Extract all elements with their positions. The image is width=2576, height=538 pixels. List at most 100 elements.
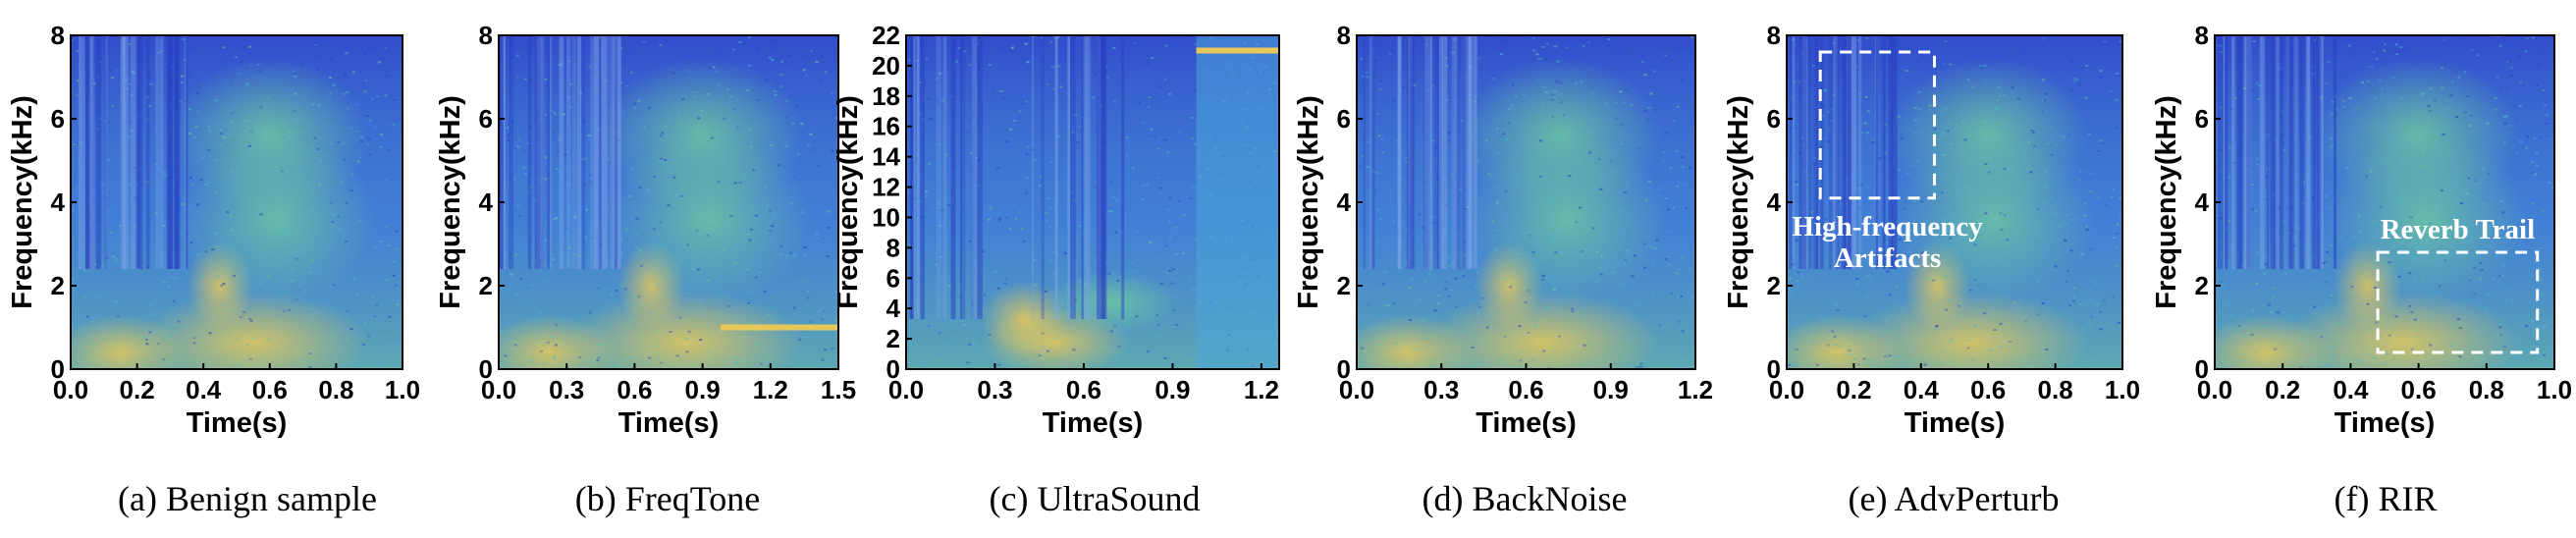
plot-frame <box>905 34 1280 370</box>
y-tick-label: 6 <box>479 104 493 134</box>
y-tick-label: 6 <box>51 104 65 134</box>
x-tick-label: 0.0 <box>2197 375 2232 404</box>
x-tick-label: 0.6 <box>2401 375 2437 404</box>
x-tick-label: 0.2 <box>2265 375 2300 404</box>
x-tick-label: 0.9 <box>1593 375 1629 404</box>
y-tick-label: 8 <box>1767 21 1781 50</box>
y-tick-label: 8 <box>479 21 493 50</box>
spectrogram-image <box>71 35 402 369</box>
x-tick-label: 1.5 <box>821 375 856 404</box>
x-tick-label: 1.0 <box>2537 375 2572 404</box>
x-tick-label: 0.0 <box>1769 375 1804 404</box>
subfigure-caption: (e) AdvPerturb <box>1849 479 2060 518</box>
x-axis-title: Time(s) <box>187 407 288 439</box>
panel-6: 0.0 0.2 0.4 0.6 0.8 1.0 0 2 4 6 8 Time(s) Frequency(… <box>2151 21 2572 518</box>
spectrogram-image <box>1787 35 2122 369</box>
x-tick-label: 0.9 <box>1154 375 1190 404</box>
spectrogram-image <box>499 35 838 369</box>
y-tick-label: 2 <box>2195 271 2209 300</box>
y-tick-label: 8 <box>51 21 65 50</box>
x-tick-label: 0.6 <box>252 375 288 404</box>
subfigure-caption: (d) BackNoise <box>1422 479 1628 518</box>
panel-4: 0.0 0.3 0.6 0.9 1.2 0 2 4 6 8 Time(s) Frequency(kHz… <box>1293 21 1713 518</box>
x-axis-title: Time(s) <box>2334 407 2436 439</box>
tone-line <box>721 324 838 331</box>
x-tick-label: 1.0 <box>385 375 420 404</box>
y-tick-label: 4 <box>2195 188 2210 217</box>
y-tick-label: 0 <box>1337 354 1351 384</box>
y-axis-title: Frequency(kHz) <box>435 95 466 309</box>
spectrogram-image <box>1357 35 1695 369</box>
x-tick-label: 0.8 <box>318 375 353 404</box>
spectrogram-image <box>906 35 1279 369</box>
x-axis-title: Time(s) <box>618 407 720 439</box>
x-tick-label: 0.3 <box>977 375 1012 404</box>
x-tick-label: 0.6 <box>1970 375 2006 404</box>
y-tick-label: 12 <box>872 173 900 202</box>
y-tick-label: 6 <box>1767 104 1781 134</box>
y-tick-label: 8 <box>1337 21 1351 50</box>
x-axis-title: Time(s) <box>1905 407 2006 439</box>
y-tick-label: 4 <box>886 294 901 323</box>
y-tick-label: 22 <box>872 21 900 50</box>
x-tick-label: 1.0 <box>2105 375 2140 404</box>
y-tick-label: 6 <box>886 263 900 293</box>
x-tick-label: 0.0 <box>1339 375 1374 404</box>
x-axis-title: Time(s) <box>1043 407 1144 439</box>
y-tick-label: 2 <box>479 271 493 300</box>
x-axis-title: Time(s) <box>1476 407 1577 439</box>
subfigure-caption: (f) RIR <box>2334 479 2438 518</box>
panel-1: 0.0 0.2 0.4 0.6 0.8 1.0 0 2 4 6 8 Time(s) Frequency(… <box>7 21 420 518</box>
x-tick-label: 1.2 <box>753 375 788 404</box>
ultrasound-line <box>1196 47 1279 54</box>
y-tick-label: 2 <box>1337 271 1351 300</box>
y-tick-label: 8 <box>886 233 900 262</box>
y-axis-title: Frequency(kHz) <box>7 95 38 309</box>
x-tick-label: 0.6 <box>1508 375 1543 404</box>
y-tick-label: 18 <box>872 81 900 111</box>
x-tick-label: 0.9 <box>685 375 721 404</box>
x-tick-label: 1.2 <box>1678 375 1713 404</box>
y-tick-label: 0 <box>2195 354 2209 384</box>
x-tick-label: 0.8 <box>2469 375 2504 404</box>
y-tick-label: 0 <box>1767 354 1781 384</box>
y-tick-label: 0 <box>886 354 900 384</box>
spectrogram-image <box>2215 35 2554 369</box>
y-tick-label: 6 <box>2195 104 2209 134</box>
y-tick-label: 10 <box>872 202 900 232</box>
x-tick-label: 0.2 <box>120 375 155 404</box>
x-tick-label: 0.8 <box>2038 375 2073 404</box>
y-axis-title: Frequency(kHz) <box>832 95 864 309</box>
y-axis-title: Frequency(kHz) <box>1293 95 1324 309</box>
subfigure-caption: (b) FreqTone <box>575 479 760 518</box>
y-tick-label: 8 <box>2195 21 2209 50</box>
y-tick-label: 6 <box>1337 104 1351 134</box>
subfigure-caption: (a) Benign sample <box>118 479 377 518</box>
y-tick-label: 2 <box>886 324 900 353</box>
y-tick-label: 20 <box>872 51 900 81</box>
x-tick-label: 0.0 <box>888 375 924 404</box>
x-tick-label: 1.2 <box>1244 375 1279 404</box>
x-tick-label: 0.3 <box>1423 375 1459 404</box>
annotation-box <box>2376 250 2540 354</box>
x-tick-label: 0.4 <box>2333 375 2369 404</box>
y-tick-label: 2 <box>1767 271 1781 300</box>
x-tick-label: 0.4 <box>186 375 222 404</box>
y-tick-label: 4 <box>1337 188 1352 217</box>
x-tick-label: 0.4 <box>1904 375 1940 404</box>
y-tick-label: 4 <box>479 188 494 217</box>
x-tick-label: 0.0 <box>53 375 88 404</box>
annotation-box <box>1818 50 1936 200</box>
y-tick-label: 14 <box>872 142 900 172</box>
subfigure-caption: (c) UltraSound <box>990 479 1201 518</box>
panel-2: 0.0 0.3 0.6 0.9 1.2 1.5 0 2 4 6 8 Time(s) Frequency(… <box>435 21 856 518</box>
y-tick-label: 0 <box>479 354 493 384</box>
y-tick-label: 4 <box>1767 188 1782 217</box>
y-tick-label: 2 <box>51 271 65 300</box>
y-axis-title: Frequency(kHz) <box>2151 95 2182 309</box>
y-tick-label: 16 <box>872 112 900 141</box>
panel-5: 0.0 0.2 0.4 0.6 0.8 1.0 0 2 4 6 8 Time(s) Frequency(… <box>1723 21 2140 518</box>
x-tick-label: 0.3 <box>549 375 584 404</box>
